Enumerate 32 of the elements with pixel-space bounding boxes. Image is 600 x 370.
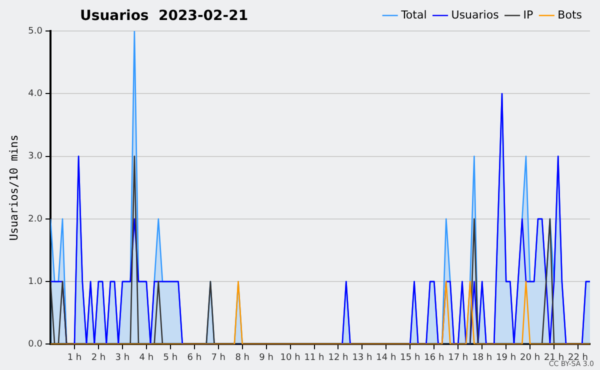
x-tick-label: 14 h (376, 352, 396, 363)
y-tick-label: 5.0 (28, 26, 43, 36)
y-tick-label: 4.0 (28, 88, 43, 99)
x-tick-label: 2 h (91, 352, 106, 363)
x-tick-label: 11 h (304, 352, 324, 363)
x-tick-label: 9 h (259, 352, 274, 363)
x-tick-label: 15 h (400, 352, 420, 363)
x-tick-label: 20 h (520, 352, 540, 363)
legend-label: Bots (558, 8, 582, 22)
chart-title: Usuarios 2023-02-21 (80, 8, 248, 24)
x-tick-label: 10 h (280, 352, 300, 363)
x-tick-label: 19 h (496, 352, 516, 363)
legend-label: Usuarios (451, 8, 500, 22)
x-tick-label: 16 h (424, 352, 444, 363)
x-tick-label: 7 h (211, 352, 226, 363)
y-axis-title: Usuarios/10 mins (7, 134, 20, 241)
y-tick-label: 3.0 (28, 152, 43, 162)
y-tick-label: 1.0 (28, 276, 43, 287)
x-tick-label: 6 h (187, 352, 202, 363)
x-tick-label: 13 h (352, 352, 372, 363)
x-tick-label: 18 h (472, 352, 492, 363)
x-tick-label: 12 h (328, 352, 348, 363)
x-tick-label: 17 h (448, 352, 468, 363)
x-tick-label: 1 h (67, 352, 82, 363)
x-tick-label: 5 h (163, 352, 178, 363)
legend-label: IP (523, 8, 534, 22)
x-tick-label: 8 h (235, 352, 250, 363)
y-tick-label: 0.0 (28, 340, 43, 350)
legend-label: Total (400, 8, 427, 22)
x-tick-label: 3 h (115, 352, 130, 363)
x-tick-label: 4 h (139, 352, 154, 363)
y-tick-label: 2.0 (28, 214, 43, 224)
